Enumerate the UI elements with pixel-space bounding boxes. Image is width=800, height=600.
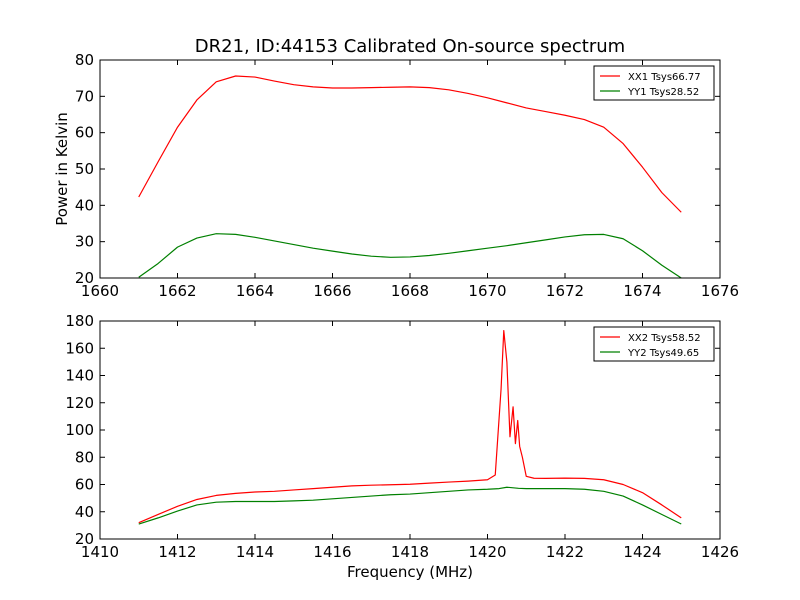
top-series-line-1	[138, 75, 682, 213]
top-y-tick-label: 80	[75, 51, 94, 69]
bottom-xlabel: Frequency (MHz)	[347, 563, 473, 581]
top-spectrum-plot: Power in Kelvin 1660 1662 1664 1666 1668 1670…	[53, 51, 739, 300]
top-x-tick-label: 1676	[701, 282, 739, 300]
bottom-legend-label-1: XX2 Tsys58.52	[628, 333, 701, 344]
bottom-x-tick-label: 1410	[81, 543, 119, 561]
bottom-y-tick-label: 40	[75, 503, 94, 521]
top-x-tick-label: 1660	[81, 282, 119, 300]
top-x-tick-label: 1666	[313, 282, 351, 300]
top-x-tick-label: 1668	[391, 282, 429, 300]
bottom-y-tick-label: 60	[75, 476, 94, 494]
bottom-x-tick-label: 1422	[546, 543, 584, 561]
bottom-y-tick-label: 80	[75, 448, 94, 466]
top-x-tick-label: 1662	[158, 282, 196, 300]
top-x-tick-label: 1672	[546, 282, 584, 300]
bottom-x-tick-label: 1414	[236, 543, 274, 561]
bottom-x-tick-label: 1424	[623, 543, 661, 561]
bottom-y-tick-label: 160	[65, 339, 94, 357]
bottom-spectrum-plot: Frequency (MHz) 1410 1412 1414 1416 1418 1420…	[65, 312, 739, 581]
top-y-tick-label: 40	[75, 196, 94, 214]
top-y-tick-label: 70	[75, 87, 94, 105]
top-legend-label-2: YY1 Tsys28.52	[627, 87, 699, 98]
bottom-y-tick-label: 20	[75, 530, 94, 548]
top-legend-box	[593, 65, 715, 101]
top-y-tick-label: 60	[75, 124, 94, 142]
bottom-x-tick-label: 1420	[468, 543, 506, 561]
bottom-x-tick-label: 1416	[313, 543, 351, 561]
top-legend-label-1: XX1 Tsys66.77	[628, 72, 701, 83]
bottom-x-tick-label: 1412	[158, 543, 196, 561]
bottom-x-tick-label: 1426	[701, 543, 739, 561]
bottom-series-line-1	[138, 329, 682, 524]
top-y-tick-label: 50	[75, 160, 94, 178]
bottom-series-line-2	[138, 486, 682, 525]
bottom-legend-label-2: YY2 Tsys49.65	[627, 348, 699, 359]
top-legend: XX1 Tsys66.77 YY1 Tsys28.52	[593, 65, 715, 101]
top-ylabel: Power in Kelvin	[53, 112, 71, 226]
top-series-line-2	[138, 233, 682, 278]
bottom-y-tick-label: 120	[65, 394, 94, 412]
top-x-tick-label: 1670	[468, 282, 506, 300]
bottom-legend: XX2 Tsys58.52 YY2 Tsys49.65	[593, 326, 715, 362]
top-x-tick-label: 1674	[623, 282, 661, 300]
figure-title: DR21, ID:44153 Calibrated On-source spec…	[195, 36, 625, 57]
bottom-x-tick-label: 1418	[391, 543, 429, 561]
bottom-y-tick-label: 100	[65, 421, 94, 439]
top-y-tick-label: 20	[75, 269, 94, 287]
bottom-y-tick-label: 180	[65, 312, 94, 330]
top-x-tick-label: 1664	[236, 282, 274, 300]
top-y-tick-label: 30	[75, 233, 94, 251]
bottom-y-tick-label: 140	[65, 367, 94, 385]
bottom-legend-box	[593, 326, 715, 362]
